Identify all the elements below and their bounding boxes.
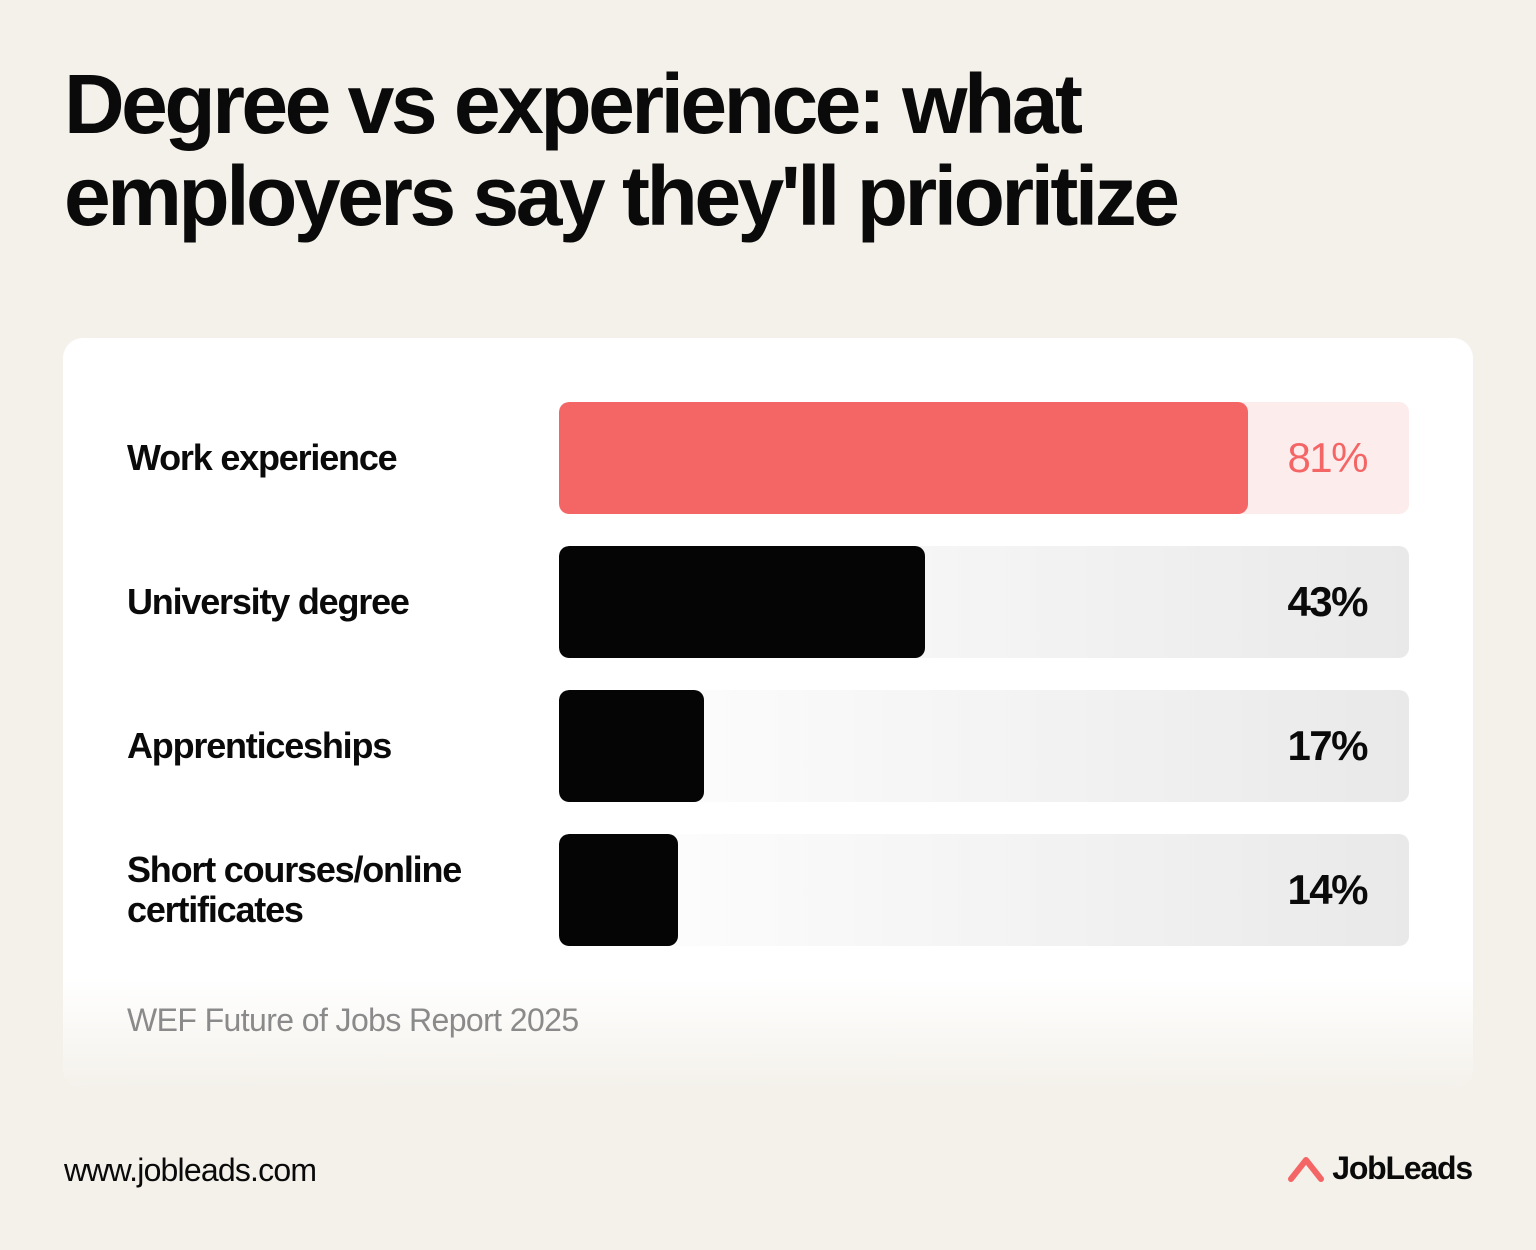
bar-fill	[559, 834, 678, 946]
bar-label: Short courses/online certificates	[127, 849, 462, 930]
bar-row: University degree 43%	[63, 546, 1473, 658]
bar-fill	[559, 402, 1248, 514]
bar-track: 14%	[559, 834, 1409, 946]
jobleads-logo-icon	[1288, 1156, 1325, 1182]
bar-fill	[559, 546, 925, 658]
source-note: WEF Future of Jobs Report 2025	[127, 1002, 579, 1038]
bar-fill	[559, 690, 704, 802]
bar-row: Short courses/online certificates 14%	[63, 834, 1473, 946]
bar-value-label: 43%	[1287, 578, 1368, 625]
page-title: Degree vs experience: what employers say…	[64, 57, 1180, 243]
bar-row: Apprenticeships 17%	[63, 690, 1473, 802]
brand-logo: JobLeads	[1288, 1150, 1473, 1187]
bar-label: Apprenticeships	[127, 725, 392, 766]
bar-value-label: 14%	[1287, 866, 1368, 913]
bar-value-label: 81%	[1287, 434, 1368, 481]
bar-track: 81%	[559, 402, 1409, 514]
bar-value-label: 17%	[1287, 722, 1368, 769]
bar-label: University degree	[127, 581, 410, 622]
bar-track: 17%	[559, 690, 1409, 802]
website-link[interactable]: www.jobleads.com	[64, 1152, 317, 1188]
brand-name: JobLeads	[1332, 1150, 1473, 1186]
bar-row: Work experience 81%	[63, 402, 1473, 514]
bar-label: Work experience	[127, 437, 398, 478]
chart-card: Work experience 81% University degree 43% Ap…	[63, 338, 1473, 1088]
bar-track: 43%	[559, 546, 1409, 658]
